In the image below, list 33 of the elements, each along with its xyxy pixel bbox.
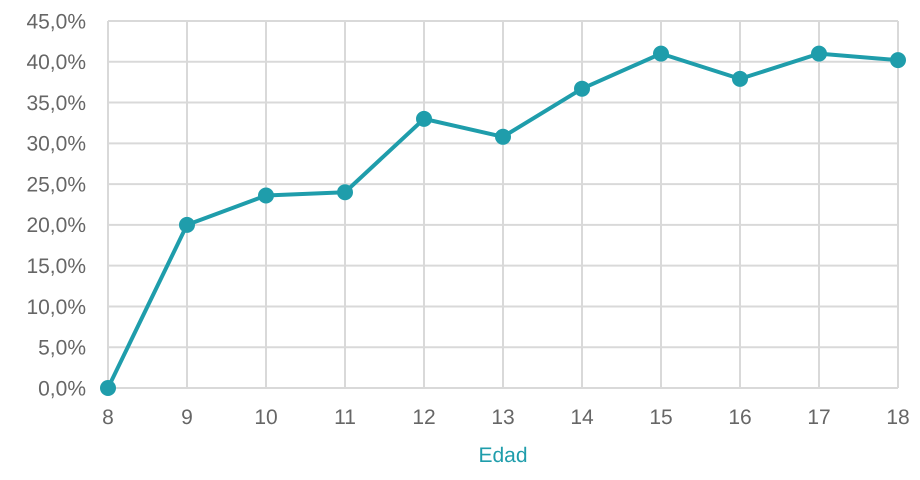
y-tick-label: 20,0% xyxy=(26,214,86,238)
x-tick-label: 14 xyxy=(570,406,594,429)
point xyxy=(416,110,432,127)
x-tick-label: 8 xyxy=(102,406,114,429)
point xyxy=(495,128,511,145)
point xyxy=(179,216,195,233)
point xyxy=(653,46,669,62)
y-tick-label: 15,0% xyxy=(26,255,86,278)
y-tick-label: 0,0% xyxy=(38,377,86,400)
x-tick-label: 17 xyxy=(807,406,831,429)
x-tick-label: 15 xyxy=(649,406,673,429)
point xyxy=(337,184,353,200)
x-tick-label: 13 xyxy=(491,406,515,429)
point xyxy=(258,188,274,204)
y-tick-label: 35,0% xyxy=(26,92,86,115)
y-tick-label: 40,0% xyxy=(26,51,86,74)
y-tick-label: 5,0% xyxy=(38,336,86,360)
point xyxy=(100,380,116,396)
y-tick-label: 30,0% xyxy=(26,132,86,156)
y-tick-label: 25,0% xyxy=(26,173,86,196)
x-tick-label: 10 xyxy=(254,406,278,429)
x-tick-label: 18 xyxy=(886,406,910,429)
x-tick-label: 16 xyxy=(728,406,752,429)
x-tick-label: 12 xyxy=(412,406,436,429)
point xyxy=(574,80,590,97)
x-tick-label: 9 xyxy=(181,406,193,429)
x-tick-label: 11 xyxy=(334,406,356,429)
point xyxy=(732,70,748,87)
point xyxy=(811,46,827,62)
y-tick-label: 45,0% xyxy=(26,10,86,34)
x-axis-title: Edad xyxy=(478,444,528,467)
y-tick-label: 10,0% xyxy=(26,296,86,319)
point xyxy=(890,52,906,68)
